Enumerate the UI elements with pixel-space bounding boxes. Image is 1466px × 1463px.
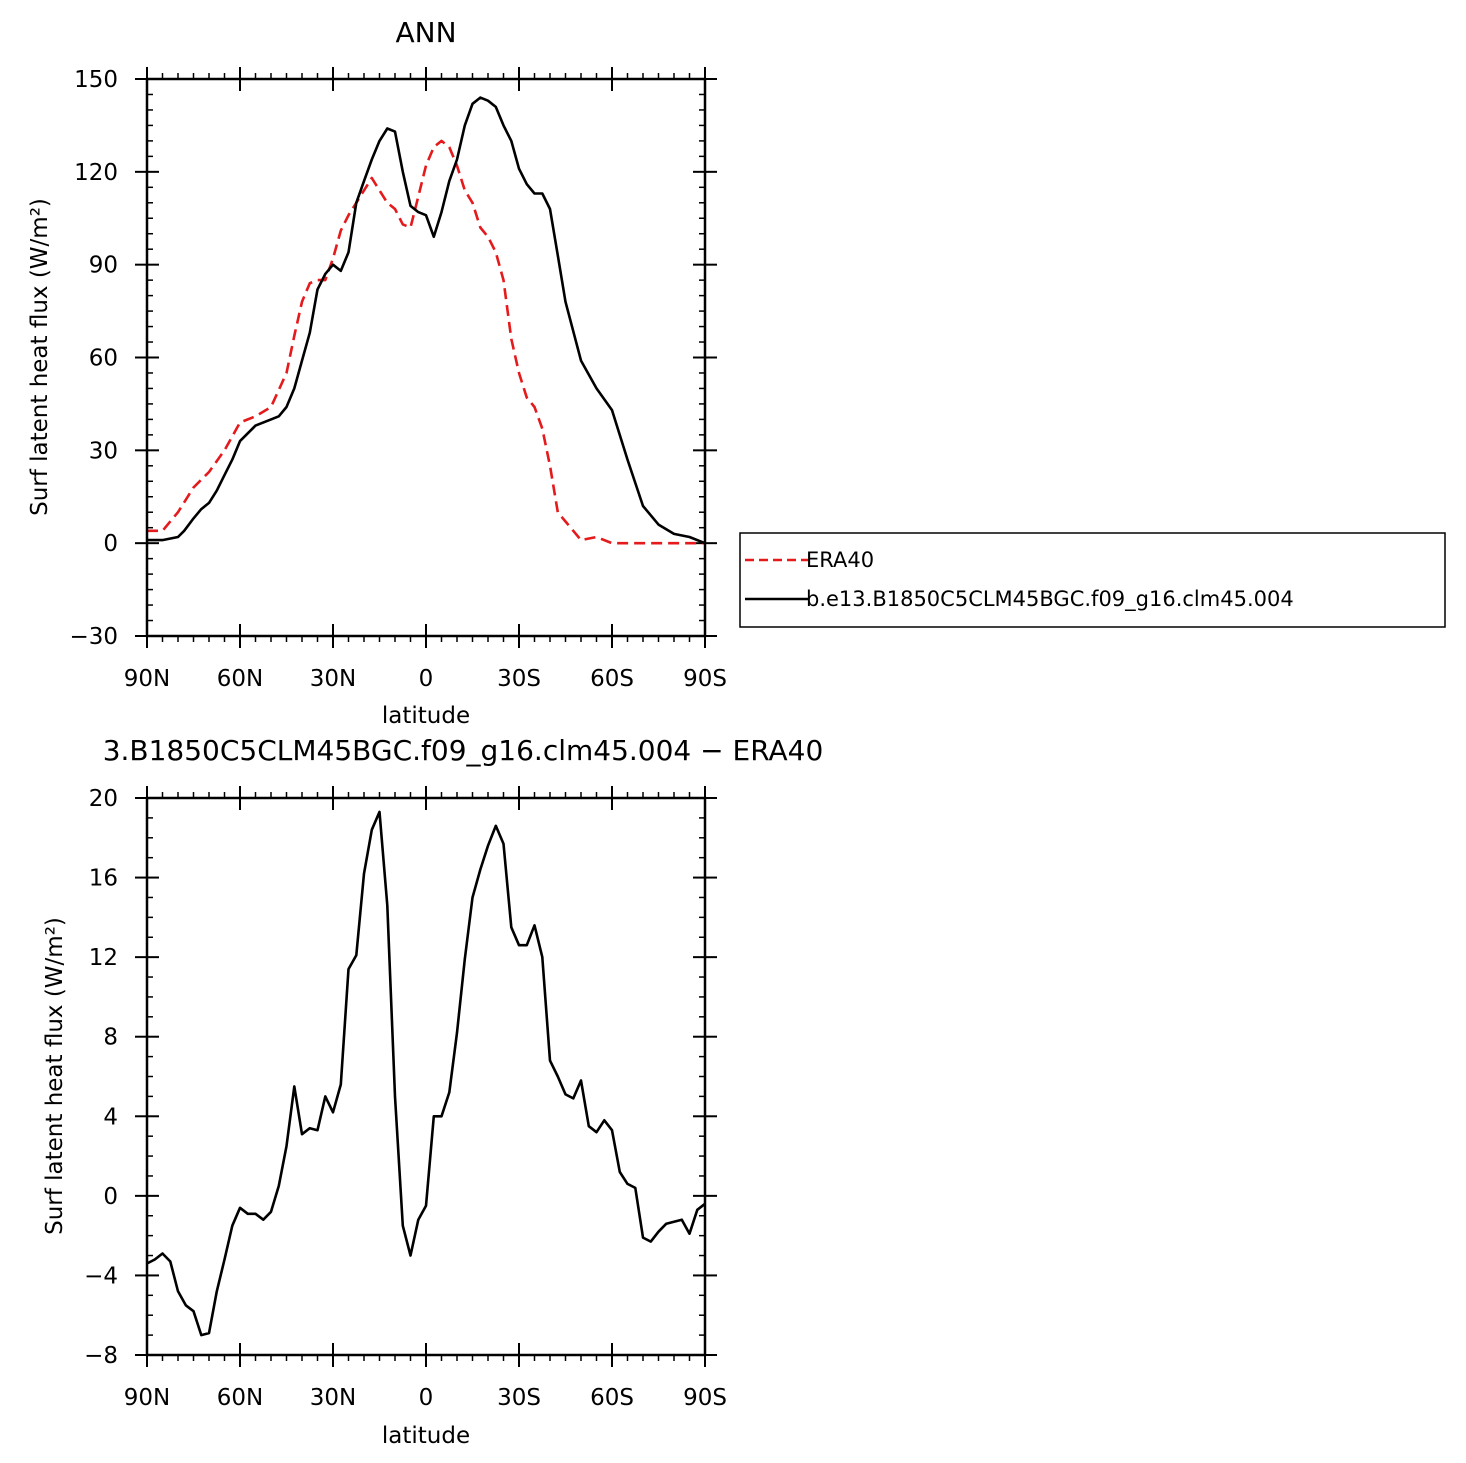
x-tick-label: 90S xyxy=(683,1385,727,1411)
x-tick-label: 60N xyxy=(217,666,263,692)
bottom-panel: 3.B1850C5CLM45BGC.f09_g16.clm45.004 − ER… xyxy=(42,734,823,1449)
x-tick-label: 0 xyxy=(419,666,434,692)
bottom-x-tick-labels: 90N 60N 30N 0 30S 60S 90S xyxy=(124,1385,727,1411)
y-tick-label: 4 xyxy=(103,1104,118,1130)
y-tick-label: 20 xyxy=(89,786,118,812)
series-line-model xyxy=(147,96,706,545)
y-tick-label: 90 xyxy=(89,253,118,279)
bottom-x-axis-label: latitude xyxy=(382,1423,470,1449)
x-tick-label: 90N xyxy=(124,666,170,692)
bottom-y-axis-label: Surf latent heat flux (W/m²) xyxy=(42,917,68,1235)
bottom-tick-marks xyxy=(135,786,717,1367)
y-tick-label: 150 xyxy=(74,67,118,93)
x-tick-label: 30N xyxy=(310,666,356,692)
bottom-plot-frame xyxy=(145,796,707,1357)
y-tick-label: −4 xyxy=(84,1263,118,1289)
top-plot-lines xyxy=(147,96,706,545)
top-panel: ANN 90N 60N 30N 0 30S 60S 90S −30 0 30 60 90 120 150… xyxy=(27,16,727,729)
y-tick-label: −8 xyxy=(84,1343,118,1369)
y-tick-label: 12 xyxy=(89,945,118,971)
top-x-tick-labels: 90N 60N 30N 0 30S 60S 90S xyxy=(124,666,727,692)
x-tick-label: 0 xyxy=(419,1385,434,1411)
series-line-difference xyxy=(146,810,706,1337)
top-tick-marks xyxy=(135,67,717,648)
y-tick-label: −30 xyxy=(69,624,118,650)
y-tick-label: 0 xyxy=(103,1184,118,1210)
series-line-era40 xyxy=(147,139,705,545)
top-y-tick-labels: −30 0 30 60 90 120 150 xyxy=(69,67,118,650)
x-tick-label: 60S xyxy=(590,666,634,692)
bottom-chart-title: 3.B1850C5CLM45BGC.f09_g16.clm45.004 − ER… xyxy=(103,734,824,767)
x-tick-label: 30S xyxy=(497,1385,541,1411)
legend: ERA40 b.e13.B1850C5CLM45BGC.f09_g16.clm4… xyxy=(739,532,1446,628)
y-tick-label: 60 xyxy=(89,346,118,372)
top-y-axis-label: Surf latent heat flux (W/m²) xyxy=(27,198,53,516)
legend-label-model: b.e13.B1850C5CLM45BGC.f09_g16.clm45.004 xyxy=(806,587,1294,612)
x-tick-label: 60N xyxy=(217,1385,263,1411)
top-plot-frame xyxy=(145,77,707,638)
bottom-plot-lines xyxy=(146,810,706,1337)
top-x-axis-label: latitude xyxy=(382,703,470,729)
x-tick-label: 90S xyxy=(683,666,727,692)
legend-box xyxy=(739,532,1446,628)
top-chart-title: ANN xyxy=(395,16,456,49)
x-tick-label: 30N xyxy=(310,1385,356,1411)
y-tick-label: 16 xyxy=(89,866,118,892)
legend-label-era40: ERA40 xyxy=(806,548,874,572)
x-tick-label: 30S xyxy=(497,666,541,692)
y-tick-label: 30 xyxy=(89,438,118,464)
y-tick-label: 0 xyxy=(103,531,118,557)
x-tick-label: 60S xyxy=(590,1385,634,1411)
x-tick-label: 90N xyxy=(124,1385,170,1411)
y-tick-label: 120 xyxy=(74,160,118,186)
bottom-y-tick-labels: −8 −4 0 4 8 12 16 20 xyxy=(84,786,118,1369)
y-tick-label: 8 xyxy=(103,1025,118,1051)
